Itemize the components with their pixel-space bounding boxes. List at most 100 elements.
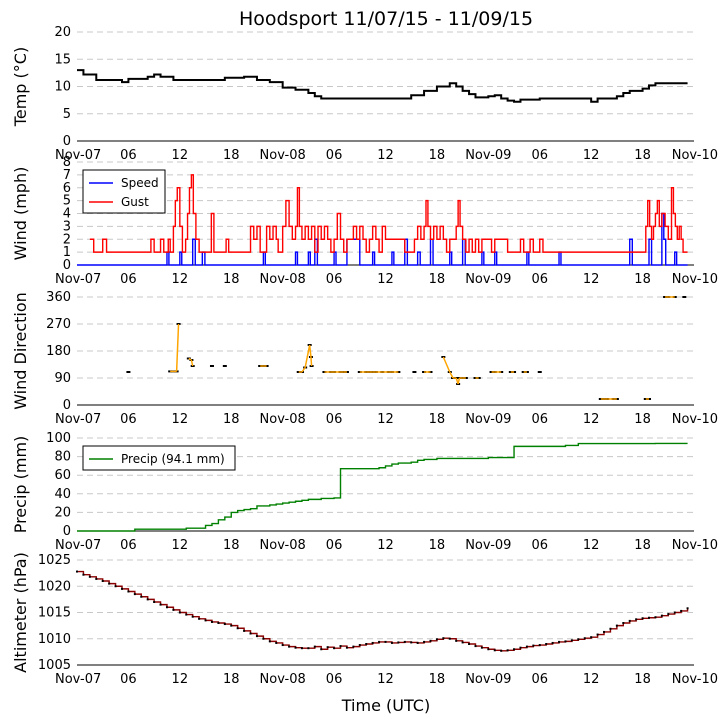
y-tick-label: 0 (63, 398, 71, 413)
x-tick-label: 12 (172, 672, 189, 687)
x-tick-label: 18 (634, 538, 651, 553)
altimeter-point (570, 639, 573, 642)
y-tick-label: 80 (54, 450, 71, 465)
altimeter-point (268, 640, 271, 643)
x-tick-label: 18 (223, 412, 240, 427)
altimeter-point (673, 611, 676, 614)
altimeter-point (294, 646, 297, 649)
altimeter-point (435, 638, 438, 641)
altimeter-point (236, 627, 239, 630)
altimeter-point (448, 637, 451, 640)
altimeter-point (410, 641, 413, 644)
altimeter-point (577, 638, 580, 641)
x-tick-label: 06 (531, 272, 548, 287)
altimeter-point (403, 640, 406, 643)
y-tick-label: 0 (63, 258, 71, 273)
x-tick-label: Nov-08 (260, 672, 306, 687)
altimeter-point (217, 622, 220, 624)
x-tick-label: Nov-09 (465, 412, 511, 427)
x-tick-label: Nov-09 (465, 672, 511, 687)
x-tick-label: Nov-07 (55, 672, 101, 687)
series-line-gust (89, 174, 688, 253)
x-tick-label: 12 (583, 672, 600, 687)
altimeter-point (641, 617, 644, 620)
altimeter-point (108, 582, 111, 585)
x-tick-label: 18 (223, 148, 240, 163)
altimeter-point (191, 615, 194, 618)
x-tick-label: 12 (172, 148, 189, 163)
y-tick-label: 40 (54, 487, 71, 502)
y-axis-label: Temp (°C) (11, 47, 30, 127)
altimeter-point (371, 641, 374, 644)
y-tick-label: 1025 (38, 553, 71, 568)
altimeter-point (352, 645, 355, 648)
altimeter-point (153, 601, 156, 603)
legend-box (82, 445, 236, 471)
y-tick-label: 8 (63, 155, 71, 170)
x-tick-label: Nov-08 (260, 148, 306, 163)
y-tick-label: 1 (63, 245, 71, 260)
altimeter-point (333, 647, 336, 650)
altimeter-point (345, 646, 348, 649)
altimeter-point (210, 620, 213, 623)
altimeter-point (358, 644, 361, 647)
direction-point (682, 296, 687, 298)
altimeter-point (223, 623, 226, 626)
altimeter-point (545, 643, 548, 645)
altimeter-point (339, 645, 342, 648)
altimeter-point (468, 643, 471, 645)
altimeter-point (686, 607, 689, 610)
altimeter-point (635, 618, 638, 621)
x-tick-label: 12 (377, 412, 394, 427)
x-tick-label: Nov-08 (260, 412, 306, 427)
altimeter-point (615, 624, 618, 627)
x-tick-label: 12 (172, 272, 189, 287)
direction-point (222, 365, 227, 367)
altimeter-point (603, 630, 606, 633)
altimeter-point (249, 632, 252, 635)
x-tick-label: Nov-07 (55, 412, 101, 427)
altimeter-point (590, 636, 593, 639)
altimeter-point (300, 647, 303, 650)
x-tick-label: 06 (120, 272, 137, 287)
altimeter-point (281, 644, 284, 647)
y-tick-label: 0 (63, 134, 71, 149)
altimeter-point (320, 648, 323, 651)
altimeter-point (146, 598, 149, 601)
altimeter-point (667, 613, 670, 616)
altimeter-point (532, 644, 535, 647)
direction-segment (442, 356, 451, 373)
altimeter-point (596, 633, 599, 636)
y-tick-label: 360 (46, 290, 71, 305)
x-tick-label: Nov-08 (260, 272, 306, 287)
x-tick-label: 18 (429, 412, 446, 427)
x-tick-label: Nov-07 (55, 148, 101, 163)
direction-segment (449, 371, 454, 379)
y-tick-label: 90 (54, 371, 71, 386)
y-tick-label: 10 (54, 80, 71, 95)
y-tick-label: 100 (46, 431, 71, 446)
altimeter-point (262, 637, 265, 640)
x-tick-label: 18 (634, 672, 651, 687)
altimeter-point (519, 646, 522, 649)
series-line-temp (77, 69, 688, 103)
y-axis-label: Wind Direction (11, 292, 30, 410)
panel-wind_direction: 0 90 180 270 360 Nov-07 06 12 18 Nov-08 06 12 18 Nov-… (11, 290, 718, 427)
altimeter-point (378, 640, 381, 643)
x-tick-label: 12 (583, 272, 600, 287)
altimeter-point (480, 646, 483, 649)
altimeter-point (500, 649, 503, 652)
x-tick-label: 06 (326, 672, 343, 687)
x-tick-label: 12 (172, 538, 189, 553)
altimeter-point (288, 645, 291, 648)
x-tick-label: 12 (583, 412, 600, 427)
y-tick-label: 6 (63, 181, 71, 196)
direction-segment (190, 359, 194, 367)
y-tick-label: 1020 (38, 579, 71, 594)
altimeter-point (564, 640, 567, 643)
x-tick-label: 12 (583, 148, 600, 163)
x-tick-label: 06 (531, 148, 548, 163)
chart-title: Hoodsport 11/07/15 - 11/09/15 (239, 8, 533, 30)
altimeter-point (127, 590, 130, 593)
x-axis-label: Time (UTC) (341, 696, 430, 715)
